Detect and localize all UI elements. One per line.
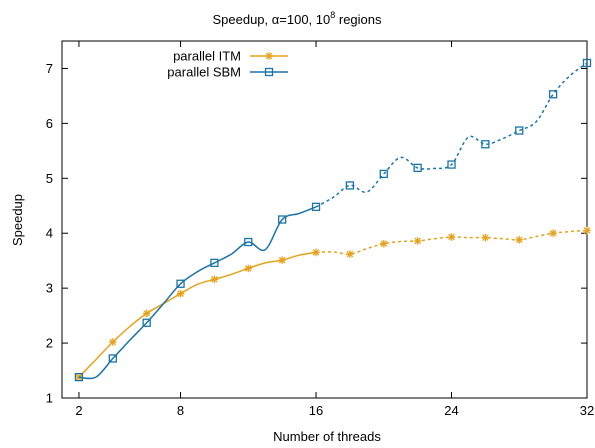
- data-point-parallel-itm: [176, 289, 185, 298]
- data-point-parallel-sbm: [74, 372, 84, 382]
- data-point-parallel-itm: [109, 338, 117, 346]
- y-tick-label: 5: [46, 171, 53, 186]
- data-point-parallel-itm: [447, 233, 456, 241]
- y-tick-label: 2: [46, 336, 53, 351]
- x-tick-label: 2: [75, 403, 82, 418]
- data-point-parallel-sbm: [108, 354, 117, 363]
- data-point-parallel-itm: [346, 250, 354, 258]
- data-point-parallel-itm: [142, 309, 151, 318]
- x-axis-label: Number of threads: [273, 429, 381, 444]
- data-point-parallel-itm: [481, 233, 490, 242]
- y-tick-label: 1: [46, 391, 53, 406]
- y-axis-label: Speedup: [10, 194, 25, 246]
- legend-label-parallel-itm: parallel ITM: [173, 49, 241, 64]
- data-point-parallel-itm: [312, 248, 320, 257]
- data-point-parallel-itm: [210, 275, 219, 284]
- data-point-parallel-sbm: [244, 237, 253, 247]
- plot-area: 2 8 16 24 32 1 2 3 4 5 6 7: [46, 40, 594, 418]
- chart-title: Speedup, α=100, 108 regions: [212, 10, 382, 27]
- data-point-parallel-itm: [549, 229, 557, 238]
- x-tick-label: 16: [309, 403, 323, 418]
- chart-title-superscript: 8: [330, 10, 335, 20]
- y-tick-label: 6: [46, 116, 53, 131]
- data-point-parallel-sbm: [582, 58, 592, 68]
- data-point-parallel-sbm: [481, 140, 490, 149]
- y-tick-label: 7: [46, 61, 53, 76]
- series-line-dashed-parallel-sbm: [315, 62, 588, 208]
- x-tick-label: 8: [177, 403, 184, 418]
- data-point-parallel-sbm: [210, 258, 219, 268]
- data-point-parallel-sbm: [278, 215, 287, 224]
- data-point-parallel-sbm: [176, 279, 185, 288]
- data-point-parallel-sbm: [413, 163, 422, 173]
- legend-marker-parallel-itm: [265, 52, 273, 60]
- data-point-parallel-sbm: [345, 181, 355, 190]
- data-point-parallel-sbm: [548, 90, 558, 99]
- series-line-parallel-sbm: [78, 206, 317, 380]
- data-point-parallel-sbm: [447, 160, 456, 169]
- data-point-parallel-itm: [583, 226, 591, 235]
- data-point-parallel-itm: [379, 239, 388, 248]
- data-point-parallel-itm: [244, 264, 253, 273]
- data-point-parallel-itm: [278, 256, 286, 264]
- data-point-parallel-itm: [515, 236, 524, 244]
- data-point-parallel-sbm: [311, 202, 321, 212]
- data-point-parallel-sbm: [379, 169, 388, 179]
- data-point-parallel-sbm: [515, 126, 524, 135]
- y-tick-label: 4: [46, 226, 53, 241]
- x-tick-label: 24: [444, 403, 458, 418]
- plot-frame: [61, 40, 588, 399]
- legend-label-parallel-sbm: parallel SBM: [167, 65, 241, 80]
- series-line-parallel-itm: [78, 251, 317, 378]
- x-tick-label: 32: [580, 403, 594, 418]
- legend-marker-parallel-sbm: [264, 67, 274, 77]
- data-point-parallel-sbm: [142, 318, 151, 327]
- y-tick-label: 3: [46, 281, 53, 296]
- data-point-parallel-itm: [413, 237, 422, 245]
